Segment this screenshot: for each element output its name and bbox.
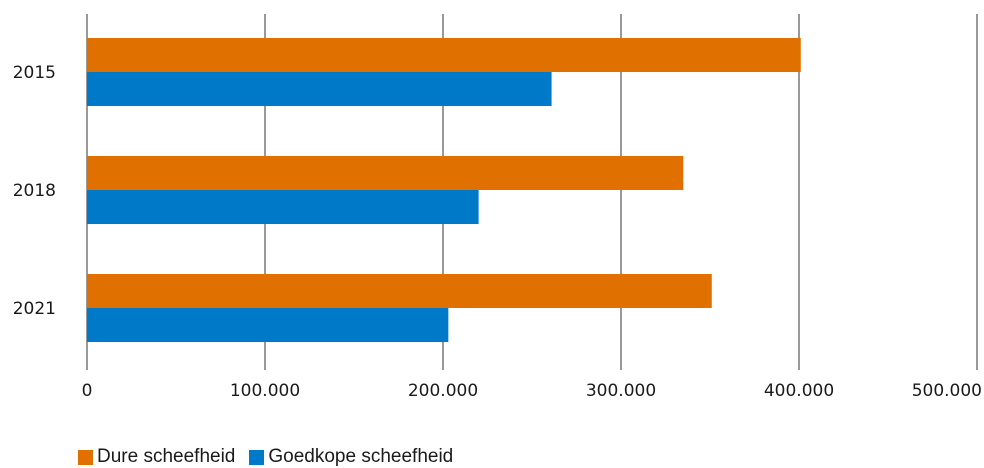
bar-goedkope-2018 (87, 190, 479, 224)
bar-dure-2018 (87, 156, 684, 190)
x-tick-label: 200.000 (408, 381, 478, 401)
legend-item-dure: Dure scheefheid (78, 446, 235, 468)
legend-swatch-dure (78, 449, 93, 465)
y-axis-category-labels: 2015 2018 2021 (13, 63, 56, 319)
legend-label-dure: Dure scheefheid (97, 446, 236, 467)
legend-label-goedkope: Goedkope scheefheid (268, 446, 454, 467)
x-tick-label: 500.000 (912, 381, 982, 401)
category-label: 2018 (13, 181, 56, 201)
x-tick-label: 0 (82, 381, 93, 401)
x-tick-label: 400.000 (764, 381, 834, 401)
bar-dure-2015 (87, 38, 801, 72)
category-label: 2015 (13, 63, 56, 83)
bar-goedkope-2021 (87, 308, 449, 342)
x-tick-label: 300.000 (586, 381, 656, 401)
bar-goedkope-2015 (87, 72, 552, 106)
legend: Dure scheefheid Goedkope scheefheid (78, 446, 467, 468)
bar-dure-2021 (87, 274, 712, 308)
bar-chart: 0 100.000 200.000 300.000 400.000 500.000 201… (13, 14, 982, 401)
x-axis-tick-labels: 0 100.000 200.000 300.000 400.000 500.000 (82, 381, 982, 401)
legend-item-goedkope: Goedkope scheefheid (249, 446, 453, 468)
bars (87, 38, 801, 342)
legend-swatch-goedkope (249, 449, 265, 465)
x-tick-label: 100.000 (230, 381, 300, 401)
category-label: 2021 (13, 299, 56, 319)
